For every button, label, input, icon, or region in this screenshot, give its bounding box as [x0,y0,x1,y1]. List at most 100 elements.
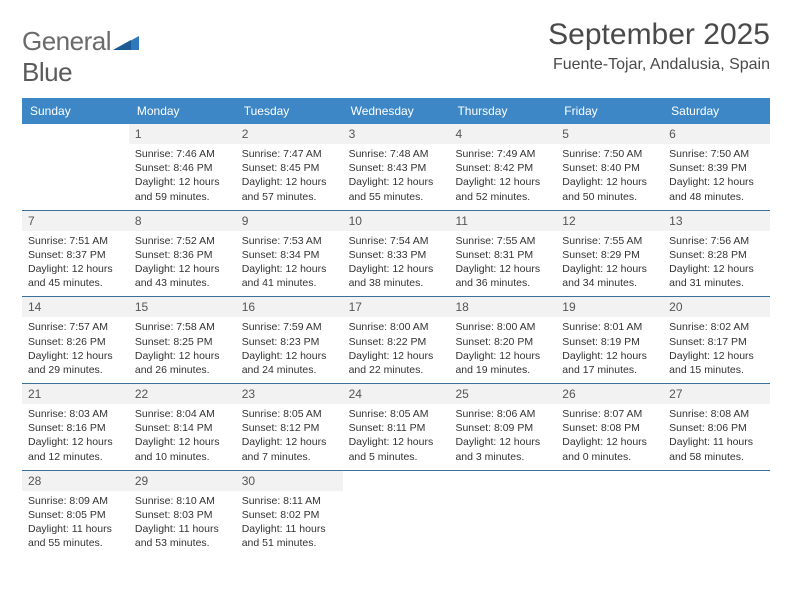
calendar-cell: 10Sunrise: 7:54 AMSunset: 8:33 PMDayligh… [343,211,450,297]
daylight-text: Daylight: 11 hours and 58 minutes. [669,435,764,463]
calendar-cell: 12Sunrise: 7:55 AMSunset: 8:29 PMDayligh… [556,211,663,297]
daylight-text: Daylight: 12 hours and 19 minutes. [455,349,550,377]
day-info: Sunrise: 8:08 AMSunset: 8:06 PMDaylight:… [669,407,764,464]
sunrise-text: Sunrise: 7:51 AM [28,234,123,248]
day-number: 17 [343,297,450,317]
calendar-cell: 28 Sunrise: 8:09 AMSunset: 8:05 PMDayligh… [22,471,129,557]
daylight-text: Daylight: 12 hours and 7 minutes. [242,435,337,463]
sunrise-text: Sunrise: 8:06 AM [455,407,550,421]
brand-logo: GeneralBlue [22,18,139,88]
calendar-cell: 3Sunrise: 7:48 AMSunset: 8:43 PMDaylight… [343,124,450,210]
calendar-week: 14 Sunrise: 7:57 AMSunset: 8:26 PMDayligh… [22,297,770,384]
day-number: 15 [129,297,236,317]
sunset-text: Sunset: 8:28 PM [669,248,764,262]
sunrise-text: Sunrise: 7:49 AM [455,147,550,161]
daylight-text: Daylight: 12 hours and 48 minutes. [669,175,764,203]
sunrise-text: Sunrise: 7:54 AM [349,234,444,248]
calendar-page: GeneralBlue September 2025 Fuente-Tojar,… [0,0,792,612]
day-header: Monday [129,98,236,124]
sunrise-text: Sunrise: 8:05 AM [242,407,337,421]
day-header: Wednesday [343,98,450,124]
sunrise-text: Sunrise: 7:58 AM [135,320,230,334]
daylight-text: Daylight: 12 hours and 26 minutes. [135,349,230,377]
sunrise-text: Sunrise: 8:00 AM [455,320,550,334]
sunset-text: Sunset: 8:03 PM [135,508,230,522]
day-info: Sunrise: 8:10 AMSunset: 8:03 PMDaylight:… [135,494,230,551]
calendar-cell: 4Sunrise: 7:49 AMSunset: 8:42 PMDaylight… [449,124,556,210]
sunrise-text: Sunrise: 7:53 AM [242,234,337,248]
day-info: Sunrise: 8:03 AMSunset: 8:16 PMDaylight:… [28,407,123,464]
sunrise-text: Sunrise: 7:46 AM [135,147,230,161]
daylight-text: Daylight: 12 hours and 52 minutes. [455,175,550,203]
sunset-text: Sunset: 8:37 PM [28,248,123,262]
daylight-text: Daylight: 11 hours and 51 minutes. [242,522,337,550]
calendar-cell: 18Sunrise: 8:00 AMSunset: 8:20 PMDayligh… [449,297,556,383]
sunset-text: Sunset: 8:23 PM [242,335,337,349]
day-number: 30 [236,471,343,491]
day-number: 23 [236,384,343,404]
day-info: Sunrise: 8:07 AMSunset: 8:08 PMDaylight:… [562,407,657,464]
daylight-text: Daylight: 12 hours and 50 minutes. [562,175,657,203]
daylight-text: Daylight: 12 hours and 34 minutes. [562,262,657,290]
day-number: 14 [22,297,129,317]
day-header: Saturday [663,98,770,124]
daylight-text: Daylight: 12 hours and 45 minutes. [28,262,123,290]
brand-text: GeneralBlue [22,26,139,88]
sunrise-text: Sunrise: 8:01 AM [562,320,657,334]
day-number: 28 [22,471,129,491]
calendar-cell: 6Sunrise: 7:50 AMSunset: 8:39 PMDaylight… [663,124,770,210]
sunrise-text: Sunrise: 8:02 AM [669,320,764,334]
daylight-text: Daylight: 12 hours and 38 minutes. [349,262,444,290]
calendar-cell: 11Sunrise: 7:55 AMSunset: 8:31 PMDayligh… [449,211,556,297]
calendar-cell: 7Sunrise: 7:51 AMSunset: 8:37 PMDaylight… [22,211,129,297]
calendar-cell: 5Sunrise: 7:50 AMSunset: 8:40 PMDaylight… [556,124,663,210]
day-info: Sunrise: 7:57 AMSunset: 8:26 PMDaylight:… [28,320,123,377]
sunset-text: Sunset: 8:09 PM [455,421,550,435]
page-title: September 2025 [548,18,770,52]
day-number: 16 [236,297,343,317]
calendar-cell: 22Sunrise: 8:04 AMSunset: 8:14 PMDayligh… [129,384,236,470]
day-number: 29 [129,471,236,491]
day-header: Friday [556,98,663,124]
day-header: Tuesday [236,98,343,124]
calendar-cell: 26Sunrise: 8:07 AMSunset: 8:08 PMDayligh… [556,384,663,470]
page-subtitle: Fuente-Tojar, Andalusia, Spain [548,56,770,74]
day-number: 19 [556,297,663,317]
daylight-text: Daylight: 12 hours and 41 minutes. [242,262,337,290]
day-number: 21 [22,384,129,404]
calendar-cell: 2Sunrise: 7:47 AMSunset: 8:45 PMDaylight… [236,124,343,210]
day-info: Sunrise: 8:05 AMSunset: 8:12 PMDaylight:… [242,407,337,464]
calendar-cell: . [22,124,129,210]
day-info: Sunrise: 7:51 AMSunset: 8:37 PMDaylight:… [28,234,123,291]
day-info: Sunrise: 8:09 AMSunset: 8:05 PMDaylight:… [28,494,123,551]
sunset-text: Sunset: 8:43 PM [349,161,444,175]
sunset-text: Sunset: 8:31 PM [455,248,550,262]
daylight-text: Daylight: 12 hours and 43 minutes. [135,262,230,290]
sunset-text: Sunset: 8:08 PM [562,421,657,435]
calendar-cell: 13Sunrise: 7:56 AMSunset: 8:28 PMDayligh… [663,211,770,297]
sunset-text: Sunset: 8:16 PM [28,421,123,435]
sunset-text: Sunset: 8:34 PM [242,248,337,262]
calendar-cell: 27Sunrise: 8:08 AMSunset: 8:06 PMDayligh… [663,384,770,470]
day-header-row: Sunday Monday Tuesday Wednesday Thursday… [22,98,770,124]
sunset-text: Sunset: 8:40 PM [562,161,657,175]
sunset-text: Sunset: 8:36 PM [135,248,230,262]
sunset-text: Sunset: 8:19 PM [562,335,657,349]
day-info: Sunrise: 7:46 AMSunset: 8:46 PMDaylight:… [135,147,230,204]
daylight-text: Daylight: 11 hours and 53 minutes. [135,522,230,550]
sunset-text: Sunset: 8:29 PM [562,248,657,262]
sunset-text: Sunset: 8:17 PM [669,335,764,349]
day-info: Sunrise: 8:11 AMSunset: 8:02 PMDaylight:… [242,494,337,551]
sunrise-text: Sunrise: 8:11 AM [242,494,337,508]
sunrise-text: Sunrise: 8:00 AM [349,320,444,334]
calendar-cell: 25Sunrise: 8:06 AMSunset: 8:09 PMDayligh… [449,384,556,470]
sunrise-text: Sunrise: 8:09 AM [28,494,123,508]
sunset-text: Sunset: 8:26 PM [28,335,123,349]
calendar-cell: 16Sunrise: 7:59 AMSunset: 8:23 PMDayligh… [236,297,343,383]
sunrise-text: Sunrise: 8:05 AM [349,407,444,421]
day-info: Sunrise: 7:54 AMSunset: 8:33 PMDaylight:… [349,234,444,291]
day-info: Sunrise: 7:55 AMSunset: 8:29 PMDaylight:… [562,234,657,291]
calendar-cell: 30 Sunrise: 8:11 AMSunset: 8:02 PMDayligh… [236,471,343,557]
sunset-text: Sunset: 8:02 PM [242,508,337,522]
calendar-cell: 17Sunrise: 8:00 AMSunset: 8:22 PMDayligh… [343,297,450,383]
